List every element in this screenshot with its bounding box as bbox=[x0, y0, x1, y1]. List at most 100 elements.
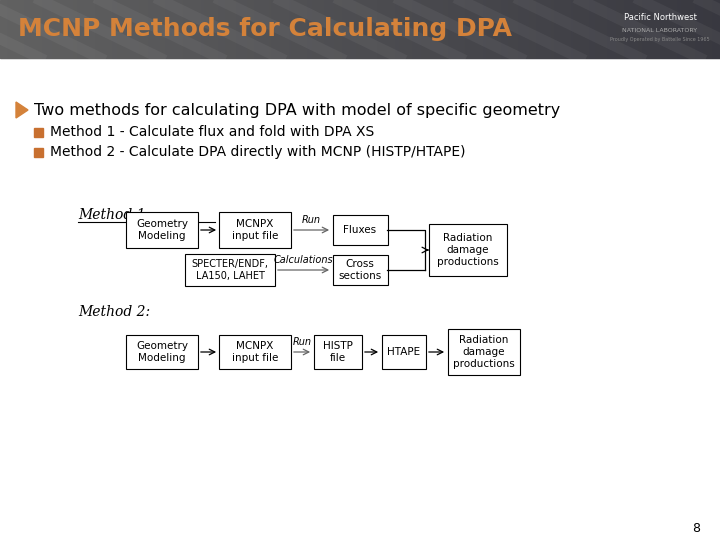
Bar bbox=[218, 0, 219, 58]
Bar bbox=[14, 0, 15, 58]
Bar bbox=[93, 0, 94, 58]
Text: Method 1:: Method 1: bbox=[78, 208, 150, 222]
Bar bbox=[370, 0, 371, 58]
Bar bbox=[3, 0, 4, 58]
Bar bbox=[201, 0, 202, 58]
Bar bbox=[552, 0, 553, 58]
Bar bbox=[344, 0, 345, 58]
Bar bbox=[464, 0, 465, 58]
Bar bbox=[713, 0, 714, 58]
Text: Pacific Northwest: Pacific Northwest bbox=[624, 14, 696, 23]
Bar bbox=[571, 0, 572, 58]
Bar bbox=[78, 0, 79, 58]
Bar bbox=[269, 0, 270, 58]
Bar bbox=[701, 0, 702, 58]
Bar bbox=[649, 0, 650, 58]
Bar bbox=[597, 0, 598, 58]
Bar bbox=[156, 0, 157, 58]
Bar bbox=[374, 0, 375, 58]
Bar bbox=[242, 0, 243, 58]
Bar bbox=[596, 0, 597, 58]
Bar bbox=[314, 0, 315, 58]
Bar bbox=[472, 0, 473, 58]
Bar bbox=[260, 0, 261, 58]
Bar bbox=[4, 0, 5, 58]
Bar bbox=[428, 0, 429, 58]
Text: Method 2:: Method 2: bbox=[78, 305, 150, 319]
Bar bbox=[531, 0, 532, 58]
Bar bbox=[90, 0, 91, 58]
Bar bbox=[149, 0, 150, 58]
Bar bbox=[505, 0, 506, 58]
Bar bbox=[511, 0, 512, 58]
Bar bbox=[176, 0, 177, 58]
Bar bbox=[20, 0, 21, 58]
Bar bbox=[318, 0, 319, 58]
Bar bbox=[236, 0, 237, 58]
Bar bbox=[335, 0, 336, 58]
Bar bbox=[81, 0, 82, 58]
Bar bbox=[290, 0, 291, 58]
Bar bbox=[626, 0, 627, 58]
Bar bbox=[268, 0, 269, 58]
Bar bbox=[364, 0, 365, 58]
Bar bbox=[160, 0, 161, 58]
Bar bbox=[530, 0, 531, 58]
Bar bbox=[108, 0, 109, 58]
Polygon shape bbox=[16, 102, 28, 118]
Bar bbox=[111, 0, 112, 58]
Bar bbox=[134, 0, 135, 58]
Bar bbox=[152, 0, 153, 58]
Bar bbox=[234, 0, 235, 58]
Bar bbox=[140, 0, 141, 58]
Bar bbox=[442, 0, 443, 58]
Bar bbox=[572, 0, 573, 58]
Bar bbox=[538, 0, 539, 58]
Text: Radiation
damage
productions: Radiation damage productions bbox=[437, 233, 499, 267]
Bar bbox=[262, 0, 263, 58]
Bar bbox=[709, 0, 710, 58]
Bar bbox=[56, 0, 57, 58]
Bar bbox=[98, 0, 99, 58]
Bar bbox=[565, 0, 566, 58]
Bar bbox=[143, 0, 144, 58]
Bar bbox=[70, 0, 71, 58]
Bar bbox=[493, 0, 494, 58]
Bar bbox=[465, 0, 466, 58]
Bar bbox=[387, 0, 388, 58]
Bar bbox=[545, 0, 546, 58]
Bar bbox=[490, 0, 491, 58]
Bar bbox=[610, 0, 611, 58]
Bar bbox=[286, 0, 287, 58]
Bar bbox=[212, 0, 213, 58]
Bar bbox=[148, 0, 149, 58]
Bar bbox=[340, 0, 341, 58]
Bar bbox=[271, 0, 272, 58]
Bar bbox=[342, 0, 343, 58]
Bar bbox=[398, 0, 399, 58]
Bar bbox=[414, 0, 415, 58]
Bar bbox=[477, 0, 478, 58]
Text: Radiation
damage
productions: Radiation damage productions bbox=[453, 335, 515, 369]
Bar bbox=[580, 0, 581, 58]
Bar bbox=[524, 0, 525, 58]
Bar bbox=[138, 0, 139, 58]
Bar bbox=[48, 0, 49, 58]
Bar bbox=[239, 0, 240, 58]
Bar bbox=[601, 0, 602, 58]
Bar bbox=[326, 0, 327, 58]
Bar bbox=[334, 0, 335, 58]
Bar bbox=[685, 0, 686, 58]
Bar bbox=[208, 0, 209, 58]
Text: Geometry
Modeling: Geometry Modeling bbox=[136, 341, 188, 363]
Bar bbox=[205, 0, 206, 58]
Bar bbox=[554, 0, 555, 58]
Bar bbox=[436, 0, 437, 58]
Bar bbox=[646, 0, 647, 58]
Bar bbox=[29, 0, 30, 58]
Bar bbox=[281, 0, 282, 58]
Bar bbox=[214, 0, 215, 58]
Bar bbox=[91, 0, 92, 58]
Text: MCNP Methods for Calculating DPA: MCNP Methods for Calculating DPA bbox=[18, 17, 512, 41]
Bar bbox=[534, 0, 535, 58]
